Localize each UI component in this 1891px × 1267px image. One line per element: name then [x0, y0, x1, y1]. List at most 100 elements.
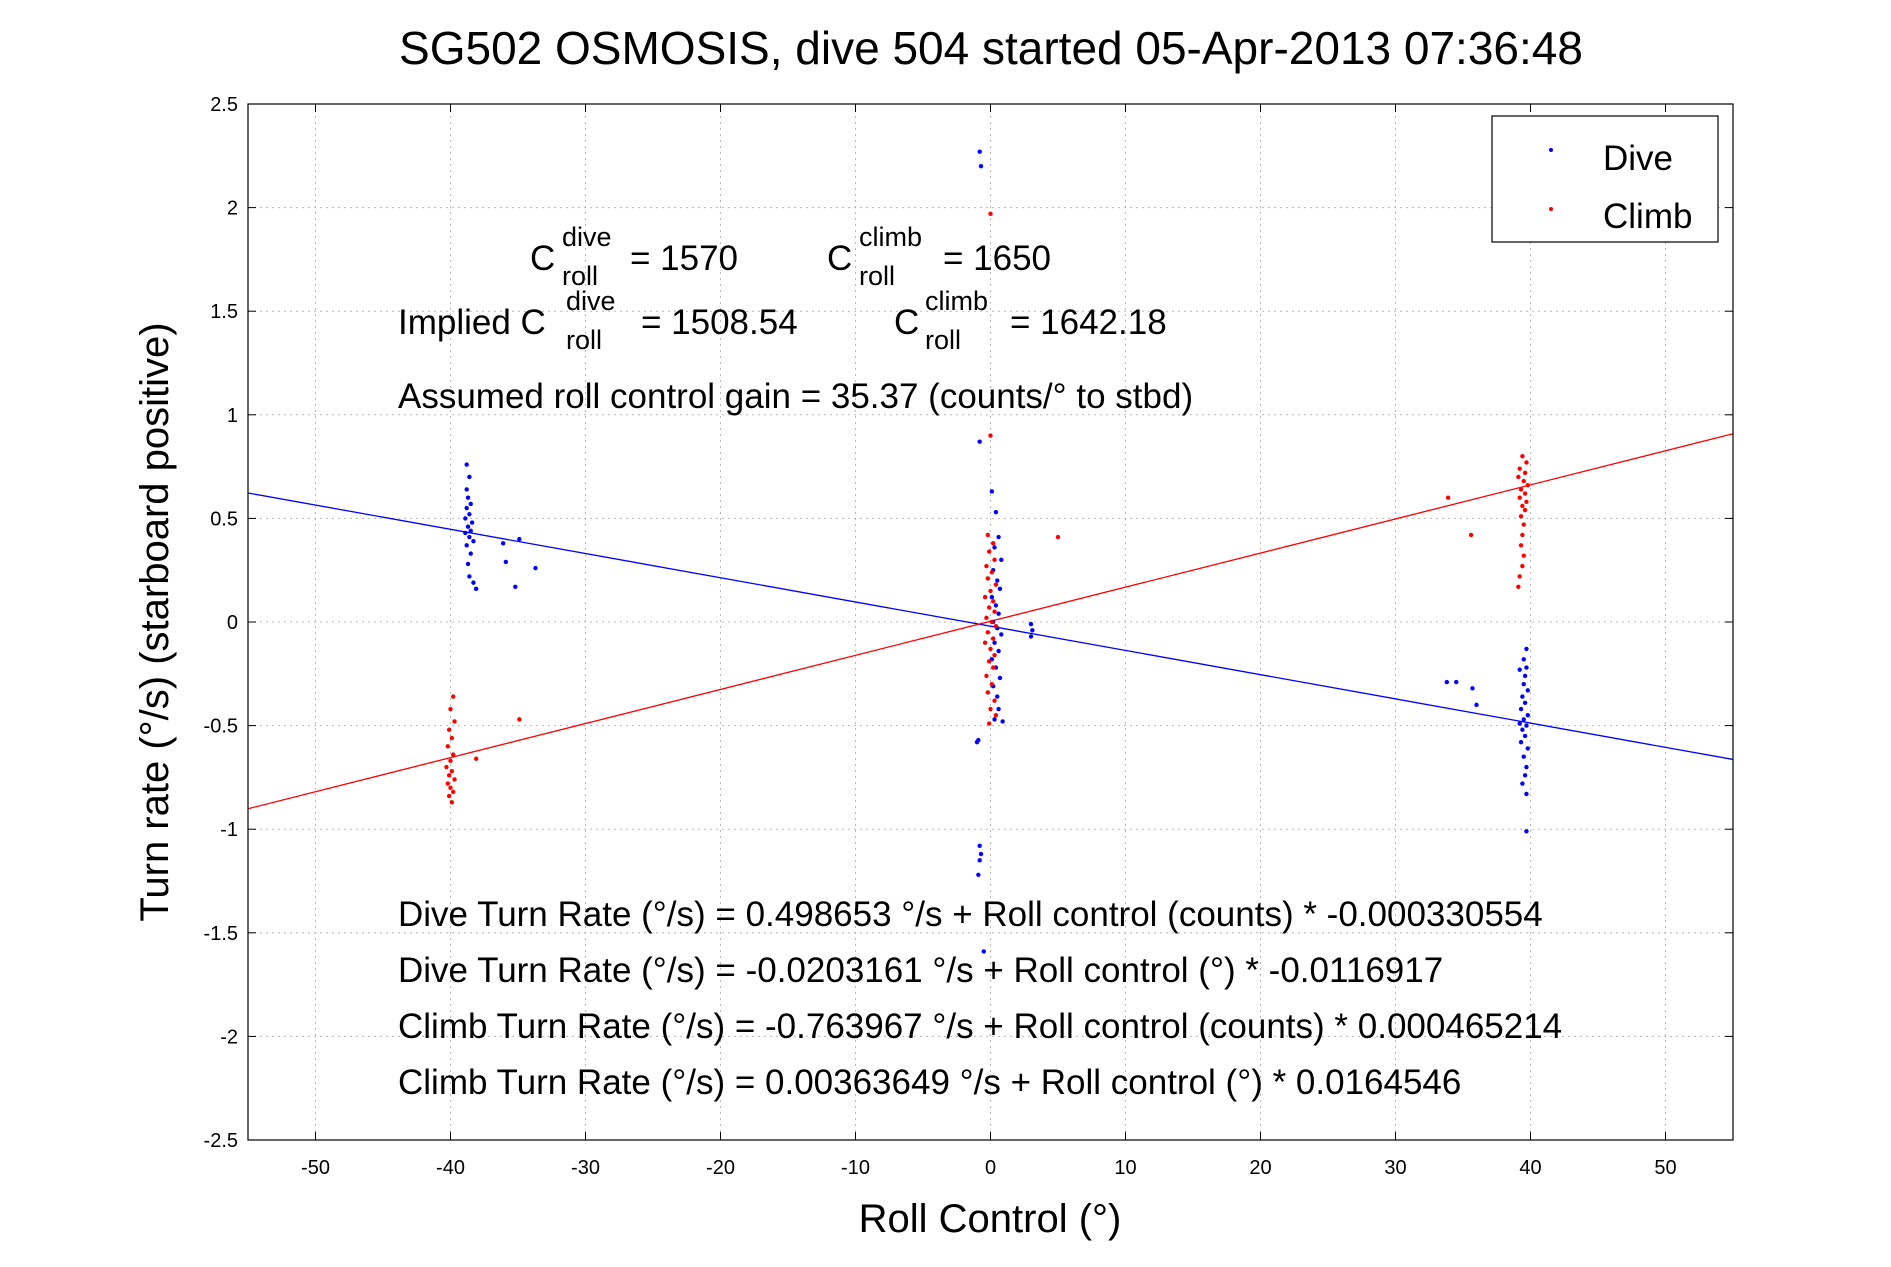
dive-point: [1524, 791, 1529, 797]
climb-point: [984, 673, 989, 679]
climb-point: [988, 706, 993, 712]
dive-point: [1525, 746, 1531, 751]
x-tick-label: 30: [1384, 1157, 1406, 1179]
y-tick-label: 0: [227, 612, 238, 634]
y-axis-label: Turn rate (°/s) (starboard positive): [133, 322, 177, 921]
dive-point: [1000, 719, 1005, 724]
dive-point: [1474, 702, 1479, 708]
dive-point: [467, 512, 472, 517]
y-tick-label: -0.5: [204, 716, 238, 738]
x-tick-label: -30: [571, 1157, 600, 1179]
dive-point: [992, 717, 997, 722]
y-tick-label: -1.5: [204, 923, 238, 945]
dive-point: [468, 528, 473, 534]
climb-point: [1518, 487, 1524, 492]
dive-point: [471, 538, 476, 544]
dive-point: [997, 675, 1003, 681]
dive-point: [1520, 727, 1525, 732]
climb-point: [1517, 495, 1522, 500]
dive-point: [533, 565, 538, 571]
climb-point: [992, 557, 997, 563]
climb-point: [1524, 460, 1529, 465]
climb-point: [989, 570, 995, 575]
legend-climb-marker: [1549, 207, 1553, 211]
dive-point: [1522, 773, 1528, 778]
c-roll-dive-subscript: roll: [562, 261, 598, 291]
climb-point: [985, 576, 990, 581]
x-tick-label: 40: [1519, 1157, 1541, 1179]
climb-point: [1520, 532, 1525, 538]
dive-point: [471, 580, 476, 585]
dive-point: [996, 706, 1001, 712]
dive-point: [993, 509, 999, 515]
c-roll-climb-value: = 1650: [943, 239, 1051, 278]
climb-point: [985, 532, 990, 538]
climb-equation-counts: Climb Turn Rate (°/s) = -0.763967 °/s + …: [398, 1007, 1562, 1046]
climb-point: [451, 752, 456, 757]
dive-point: [977, 858, 982, 863]
y-tick-label: -2: [220, 1026, 238, 1048]
dive-point: [989, 489, 995, 494]
climb-point: [446, 793, 452, 799]
x-axis-label: Roll Control (°): [859, 1197, 1122, 1241]
dive-point: [463, 530, 468, 536]
climb-point: [452, 719, 457, 724]
climb-point: [1518, 514, 1524, 519]
climb-point: [985, 630, 990, 635]
climb-point: [1055, 534, 1061, 540]
implied-climb-annotation: C climb roll = 1642.18: [894, 286, 1167, 355]
dive-point: [997, 586, 1003, 592]
x-tick-label: 20: [1249, 1157, 1271, 1179]
climb-point: [985, 690, 990, 695]
dive-point: [981, 949, 986, 954]
legend-dive-label: Dive: [1603, 139, 1673, 178]
x-tick-label: -20: [706, 1157, 735, 1179]
dive-point: [1520, 694, 1525, 699]
y-tick-label: 2: [227, 198, 238, 220]
dive-point: [464, 543, 469, 548]
roll-gain-annotation: Assumed roll control gain = 35.37 (count…: [398, 377, 1193, 416]
c-roll-climb-superscript: climb: [859, 222, 922, 252]
axis-ticks: [248, 103, 1733, 1141]
y-tick-label: -1: [220, 819, 238, 841]
climb-point: [1525, 483, 1531, 488]
climb-point: [1518, 543, 1524, 548]
dive-point: [1028, 621, 1034, 627]
climb-point: [1516, 474, 1521, 480]
dive-point: [1525, 688, 1531, 693]
implied-climb-subscript: roll: [925, 325, 961, 355]
climb-point: [473, 756, 479, 761]
climb-point: [991, 541, 996, 546]
dive-point: [1522, 673, 1528, 679]
dive-point: [1470, 686, 1475, 691]
dive-point: [992, 545, 997, 550]
x-tick-label: -10: [841, 1157, 870, 1179]
dive-point: [465, 561, 471, 567]
dive-point: [978, 163, 984, 169]
climb-point: [449, 768, 455, 774]
implied-dive-subscript: roll: [566, 325, 602, 355]
dive-point: [1522, 733, 1528, 739]
climb-point: [988, 588, 993, 594]
implied-dive-value: = 1508.54: [641, 303, 798, 342]
c-roll-dive-symbol: C: [530, 239, 555, 278]
dive-point: [465, 495, 471, 500]
c-roll-dive-value: = 1570: [630, 239, 738, 278]
climb-point: [984, 615, 989, 621]
climb-point: [986, 659, 992, 664]
dive-point: [1517, 667, 1522, 672]
climb-point: [448, 706, 453, 712]
climb-point: [988, 433, 993, 438]
climb-point: [992, 698, 997, 703]
climb-point: [993, 623, 999, 629]
climb-point: [989, 619, 995, 625]
climb-point: [451, 694, 456, 699]
climb-point: [986, 549, 992, 554]
dive-point: [464, 487, 469, 492]
dive-point: [976, 872, 981, 877]
dive-point: [996, 534, 1001, 540]
climb-point: [992, 609, 997, 614]
y-tick-label: -2.5: [204, 1130, 238, 1152]
dive-point: [468, 501, 473, 507]
climb-point: [1520, 563, 1525, 569]
